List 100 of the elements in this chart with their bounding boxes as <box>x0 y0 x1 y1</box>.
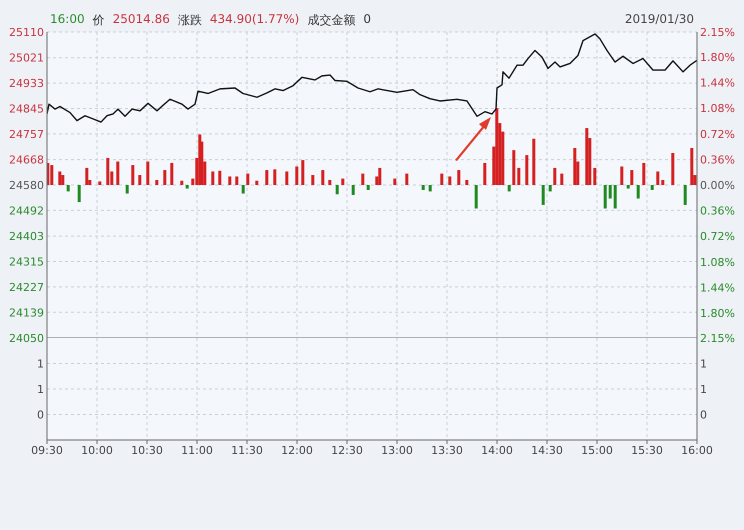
x-tick-label: 11:00 <box>181 444 213 457</box>
y-tick-label: 24227 <box>9 280 44 294</box>
bar <box>58 171 62 185</box>
bar <box>255 180 258 185</box>
bar <box>690 148 694 185</box>
bar <box>626 185 630 189</box>
bar <box>336 185 339 194</box>
text: 0 <box>363 12 371 28</box>
bar <box>131 165 134 185</box>
text: 涨跌 <box>178 12 202 29</box>
bar <box>405 174 408 185</box>
bar <box>378 168 382 185</box>
bar <box>218 170 222 185</box>
bar <box>50 165 54 185</box>
x-tick-label: 16:00 <box>681 444 713 457</box>
y2-tick-label: 1.44% <box>700 76 735 90</box>
bar <box>311 175 314 185</box>
bar <box>78 185 81 202</box>
bar <box>138 175 142 185</box>
bar <box>146 162 150 185</box>
y-tick-label: 24315 <box>9 256 44 268</box>
bar <box>428 185 432 192</box>
bar <box>116 162 120 185</box>
y-tick-label: 24139 <box>9 306 44 320</box>
bar <box>620 166 624 185</box>
bar <box>512 150 516 185</box>
text: 价 <box>92 12 105 29</box>
x-tick-label: 09:30 <box>31 444 63 457</box>
y-tick-label: 24492 <box>9 204 44 218</box>
bar <box>246 174 250 185</box>
y-tick-label: 0 <box>37 408 44 422</box>
x-tick-label: 11:30 <box>231 444 263 457</box>
y2-tick-label: 1.08% <box>700 256 735 269</box>
bar <box>301 160 304 185</box>
y2-tick-label: 0.36% <box>700 153 735 166</box>
y2-tick-label: 0.72% <box>700 128 735 141</box>
x-tick-label: 14:30 <box>531 444 563 457</box>
bar <box>328 180 332 185</box>
bar <box>186 185 189 189</box>
bar <box>474 185 478 208</box>
bar <box>684 185 687 205</box>
y-tick-label: 1 <box>37 358 44 370</box>
bar <box>508 185 511 192</box>
bar <box>483 162 486 185</box>
bar <box>661 180 664 185</box>
y2-tick-label: 0.72% <box>700 230 735 244</box>
y2-tick-label: 1.80% <box>700 307 735 320</box>
bar <box>608 185 612 199</box>
bar <box>422 185 425 190</box>
y-tick-label: 24933 <box>9 77 44 90</box>
bar <box>265 170 268 185</box>
text: 25014.86 <box>112 12 170 28</box>
bar <box>525 155 528 185</box>
bar <box>465 180 468 185</box>
bar <box>393 178 396 185</box>
bar <box>273 169 276 185</box>
bar <box>106 158 110 185</box>
bar <box>352 185 355 195</box>
bar <box>228 176 232 185</box>
y-tick-label: 24845 <box>9 102 44 116</box>
x-tick-label: 12:00 <box>281 444 313 457</box>
bar <box>366 185 370 190</box>
bar <box>542 185 545 205</box>
bar <box>211 171 214 185</box>
bar <box>636 185 640 199</box>
line-series <box>47 33 697 123</box>
bar <box>126 185 129 194</box>
y-tick-label: 24050 <box>9 332 44 345</box>
bar <box>170 162 174 185</box>
bar <box>495 108 498 185</box>
bar <box>155 180 158 185</box>
bar <box>548 185 552 192</box>
y-tick-label: 24403 <box>9 230 44 244</box>
bar <box>532 138 536 185</box>
bar <box>180 180 184 185</box>
y2-tick-label: 2.15% <box>700 332 735 345</box>
bar <box>457 170 460 185</box>
x-tick-label: 10:00 <box>81 444 113 457</box>
y2-tick-label: 0 <box>700 408 707 422</box>
y2-tick-label: 2.15% <box>700 26 735 39</box>
bar <box>585 128 588 185</box>
text: 434.90(1.77%) <box>210 12 300 28</box>
text: 16:00 <box>50 12 85 28</box>
x-tick-label: 13:30 <box>431 444 463 457</box>
bar <box>295 166 298 185</box>
x-tick-label: 15:00 <box>581 444 613 457</box>
y2-tick-label: 1 <box>700 358 707 370</box>
bar <box>85 168 88 185</box>
bar <box>163 170 166 185</box>
bar <box>61 175 64 185</box>
bar <box>642 162 646 185</box>
bar <box>650 185 654 190</box>
x-tick-label: 13:00 <box>381 444 413 457</box>
y-tick-label: 24580 <box>9 179 44 192</box>
y-tick-label: 25021 <box>9 52 44 65</box>
bar <box>614 185 617 208</box>
y2-tick-label: 0.36% <box>700 204 735 218</box>
y-tick-label: 1 <box>37 383 44 396</box>
text: 2019/01/30 <box>624 12 694 26</box>
bar <box>98 181 102 185</box>
